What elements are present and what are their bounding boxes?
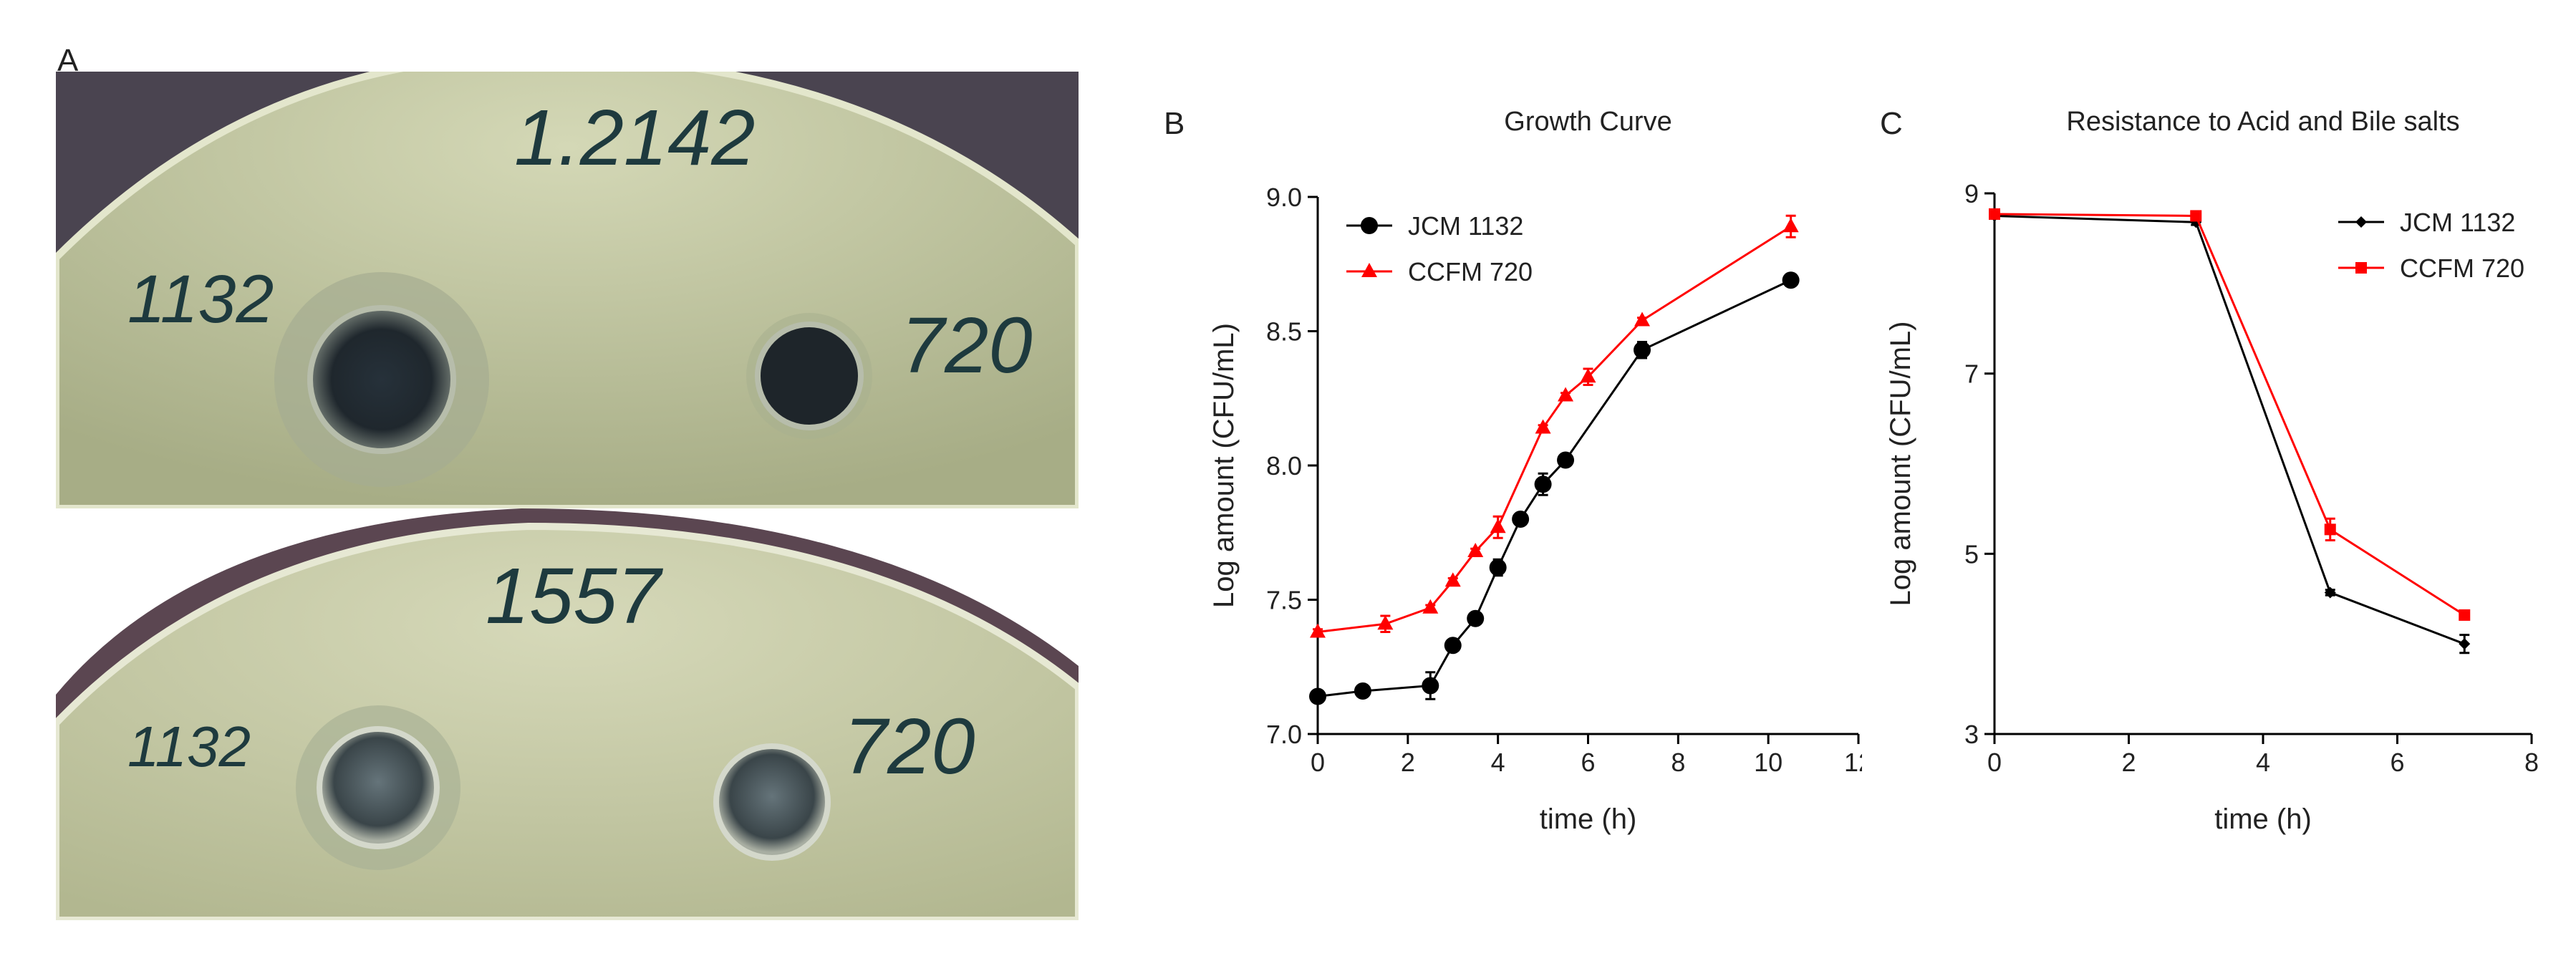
data-point <box>2324 523 2336 536</box>
data-point <box>2190 210 2202 222</box>
legend-label: CCFM 720 <box>2400 254 2524 283</box>
series-line <box>1317 279 1792 697</box>
legend-marker <box>2355 262 2367 274</box>
x-tick-label: 2 <box>1401 748 1415 777</box>
legend-marker <box>2355 216 2367 228</box>
y-tick-label: 8.0 <box>1266 451 1302 481</box>
data-point <box>1490 518 1506 533</box>
x-tick-label: 6 <box>2390 748 2404 777</box>
x-tick-label: 10 <box>1754 748 1783 777</box>
plate-bottom-left-note: 1132 <box>127 715 251 778</box>
well-right <box>755 322 864 430</box>
data-point <box>1989 208 2000 220</box>
data-point <box>1489 559 1507 576</box>
data-point <box>1634 341 1651 359</box>
data-point <box>1535 419 1551 434</box>
x-tick-label: 12 <box>1844 748 1862 777</box>
chart-title: Growth Curve <box>1504 107 1671 137</box>
series-line <box>1994 214 2465 645</box>
x-tick-label: 8 <box>1671 748 1685 777</box>
y-tick-label: 8.5 <box>1266 317 1302 347</box>
series-line <box>1994 213 2466 617</box>
data-point <box>2459 638 2471 650</box>
plate-photo-bottom: 1557 1132 720 <box>56 508 1079 920</box>
panel-label-c: C <box>1880 106 1903 141</box>
panel-label-b: B <box>1164 106 1185 141</box>
data-point <box>2459 609 2471 621</box>
legend-marker <box>1361 263 1377 277</box>
data-point <box>1444 637 1462 655</box>
data-point <box>1558 387 1574 402</box>
plate-bottom-right-note: 720 <box>844 702 975 791</box>
y-tick-label: 7 <box>1964 359 1979 389</box>
y-axis-label: Log amount (CFU/mL) <box>1208 323 1240 608</box>
x-tick-label: 8 <box>2524 748 2539 777</box>
x-tick-label: 2 <box>2121 748 2136 777</box>
legend-label: JCM 1132 <box>1408 211 1523 241</box>
x-tick-label: 0 <box>1311 748 1325 777</box>
well-left <box>307 305 456 454</box>
series-0 <box>1989 210 2471 655</box>
x-tick-label: 0 <box>1987 748 2002 777</box>
data-point <box>1354 682 1371 700</box>
chart-title: Resistance to Acid and Bile salts <box>2066 107 2459 137</box>
plate-top-left-note: 1132 <box>127 261 274 337</box>
data-point <box>1580 368 1596 383</box>
data-point <box>1467 543 1484 557</box>
data-point <box>1377 615 1394 630</box>
well-left <box>317 726 440 849</box>
x-tick-label: 4 <box>1491 748 1505 777</box>
data-point <box>1557 451 1575 469</box>
y-tick-label: 5 <box>1964 539 1979 569</box>
series-line <box>1317 225 1792 633</box>
data-point <box>1634 312 1650 327</box>
data-point <box>1444 572 1461 587</box>
legend-label: CCFM 720 <box>1408 257 1533 286</box>
x-axis-label: time (h) <box>2214 803 2312 835</box>
y-tick-label: 7.0 <box>1266 720 1302 749</box>
resistance-chart: Resistance to Acid and Bile salts 3 5 7 9 0 2 4… <box>1885 107 2539 835</box>
series-1 <box>1989 208 2471 621</box>
well-right <box>713 743 831 861</box>
legend-marker <box>1361 217 1378 234</box>
data-point <box>1782 271 1800 289</box>
y-axis-label: Log amount (CFU/mL) <box>1885 322 1916 607</box>
data-point <box>1512 511 1530 528</box>
data-point <box>1422 677 1439 695</box>
data-point <box>1783 218 1799 233</box>
y-tick-label: 9 <box>1964 179 1979 208</box>
series-1 <box>1310 214 1799 638</box>
y-tick-label: 9.0 <box>1266 183 1302 212</box>
data-point <box>1422 599 1439 614</box>
x-tick-label: 6 <box>1581 748 1595 777</box>
plate-top-right-note: 720 <box>901 301 1033 390</box>
y-tick-label: 7.5 <box>1266 586 1302 615</box>
data-point <box>1534 475 1552 493</box>
x-axis-label: time (h) <box>1540 803 1637 835</box>
data-point <box>1310 623 1326 638</box>
data-point <box>2324 586 2336 599</box>
series-0 <box>1309 271 1800 705</box>
y-tick-label: 3 <box>1964 720 1979 749</box>
x-tick-label: 4 <box>2256 748 2270 777</box>
plate-photo-top: 1.2142 1132 720 <box>56 72 1079 508</box>
legend: JCM 1132 CCFM 720 <box>2338 208 2524 283</box>
growth-curve-chart: Growth Curve 7.0 7.5 8.0 8.5 9.0 0 2 4 6 8 10 12 time… <box>1208 107 1862 835</box>
legend-label: JCM 1132 <box>2400 208 2515 237</box>
plate-top-header-note: 1.2142 <box>514 94 755 182</box>
data-point <box>1467 609 1485 627</box>
legend: JCM 1132 CCFM 720 <box>1346 211 1533 286</box>
data-point <box>1309 687 1326 705</box>
plate-bottom-header-note: 1557 <box>486 552 664 640</box>
